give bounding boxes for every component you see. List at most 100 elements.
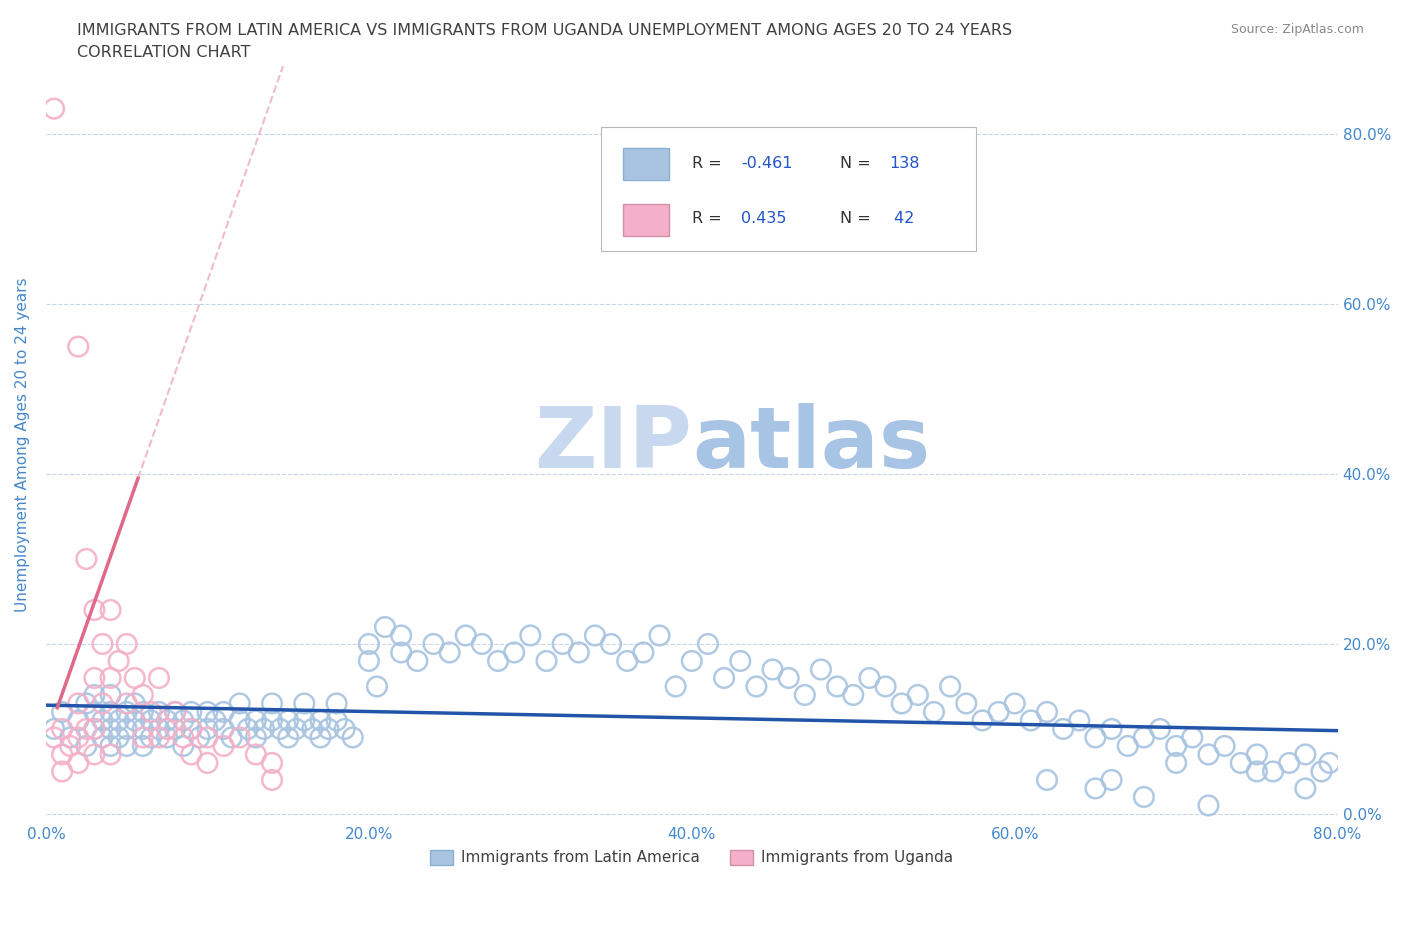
Point [269,722,291,737]
Point [987,705,1010,720]
Point [180,705,202,720]
Point [745,679,768,694]
Point [471,636,494,651]
Point [91,713,114,728]
Point [197,705,219,720]
Point [132,687,155,702]
Point [156,713,179,728]
Point [389,628,412,643]
Point [1310,764,1333,779]
Point [42,730,65,745]
Point [439,645,461,660]
Point [333,722,356,737]
Point [100,687,122,702]
Point [519,628,541,643]
Point [253,722,276,737]
Point [83,705,105,720]
Point [681,654,703,669]
Point [1166,755,1188,770]
Point [1149,722,1171,737]
Point [325,696,347,711]
Point [148,671,170,685]
Point [204,713,226,728]
Text: R =: R = [692,211,727,226]
Point [83,603,105,618]
Point [188,730,211,745]
Point [778,671,800,685]
Point [59,730,82,745]
Point [1101,722,1123,737]
Point [83,671,105,685]
Point [83,687,105,702]
Text: 42: 42 [890,211,915,226]
Point [713,671,735,685]
Point [100,722,122,737]
Point [67,755,90,770]
Point [633,645,655,660]
Point [1084,781,1107,796]
Point [245,713,267,728]
Point [107,654,129,669]
Text: CORRELATION CHART: CORRELATION CHART [77,45,250,60]
Point [325,713,347,728]
Point [228,696,250,711]
Point [793,687,815,702]
Point [165,722,187,737]
Point [1133,790,1156,804]
Point [955,696,977,711]
Point [1084,730,1107,745]
Point [100,671,122,685]
Point [172,738,194,753]
Point [132,730,155,745]
Point [212,738,235,753]
Point [1181,730,1204,745]
Text: N =: N = [841,211,876,226]
Point [389,645,412,660]
Point [197,722,219,737]
Point [139,730,162,745]
Point [67,713,90,728]
Point [245,747,267,762]
Point [83,747,105,762]
Point [277,730,299,745]
Point [148,722,170,737]
Point [1294,747,1316,762]
Point [907,687,929,702]
Text: -0.461: -0.461 [741,155,793,171]
Point [1133,730,1156,745]
Point [551,636,574,651]
Point [1036,773,1059,788]
Point [165,705,187,720]
Point [156,722,179,737]
Point [139,713,162,728]
Point [75,722,97,737]
Point [148,730,170,745]
Point [221,730,243,745]
Bar [623,148,669,179]
Point [115,705,138,720]
Point [148,705,170,720]
Point [728,654,751,669]
Point [665,679,688,694]
Point [67,696,90,711]
Point [156,730,179,745]
Point [568,645,591,660]
Point [165,705,187,720]
Point [583,628,606,643]
Text: ZIP: ZIP [534,403,692,485]
Point [260,755,283,770]
Point [42,722,65,737]
Point [100,603,122,618]
Point [115,636,138,651]
Point [761,662,783,677]
Point [124,713,146,728]
Point [374,619,396,634]
Point [1052,722,1074,737]
Point [890,696,912,711]
Point [922,705,945,720]
Text: IMMIGRANTS FROM LATIN AMERICA VS IMMIGRANTS FROM UGANDA UNEMPLOYMENT AMONG AGES : IMMIGRANTS FROM LATIN AMERICA VS IMMIGRA… [77,23,1012,38]
Point [228,713,250,728]
Point [301,722,323,737]
Point [91,696,114,711]
Point [277,713,299,728]
